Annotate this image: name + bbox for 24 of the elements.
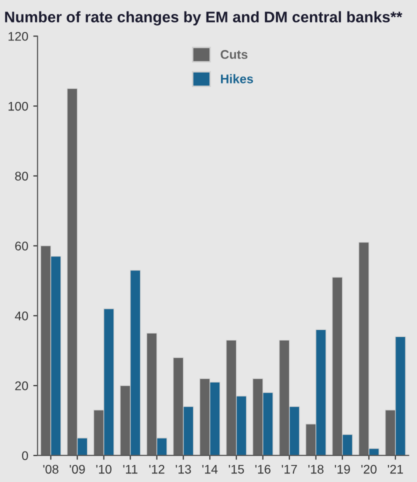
x-tick-label: '13 [176,464,191,474]
x-tick-label: '12 [149,464,164,474]
x-tick-label: '10 [96,464,112,474]
y-tick-label: 80 [15,172,28,181]
y-tick-label: 0 [22,451,28,460]
y-tick-label: 40 [14,312,28,320]
x-tick-label: '08 [43,464,58,474]
x-tick-label: '09 [70,464,85,474]
x-tick-label: '17 [282,464,297,474]
x-tick-label: '18 [308,464,324,474]
legend-label: Hikes [221,74,254,84]
chart-title: Number of rate changes by EM and DM central banks** [5,11,402,26]
x-tick-label: '14 [202,464,218,474]
x-tick-label: '20 [361,464,377,474]
x-tick-label: '19 [334,464,350,474]
x-tick-label: '16 [255,464,270,474]
x-tick-label: '21 [388,464,403,474]
y-tick-label: 100 [8,102,28,111]
y-tick-label: 20 [15,381,28,390]
x-tick-label: '11 [123,464,138,474]
x-tick-label: '15 [228,464,244,474]
y-tick-label: 60 [15,242,28,250]
y-tick-label: 120 [8,32,28,41]
legend-label: Cuts [220,50,248,59]
